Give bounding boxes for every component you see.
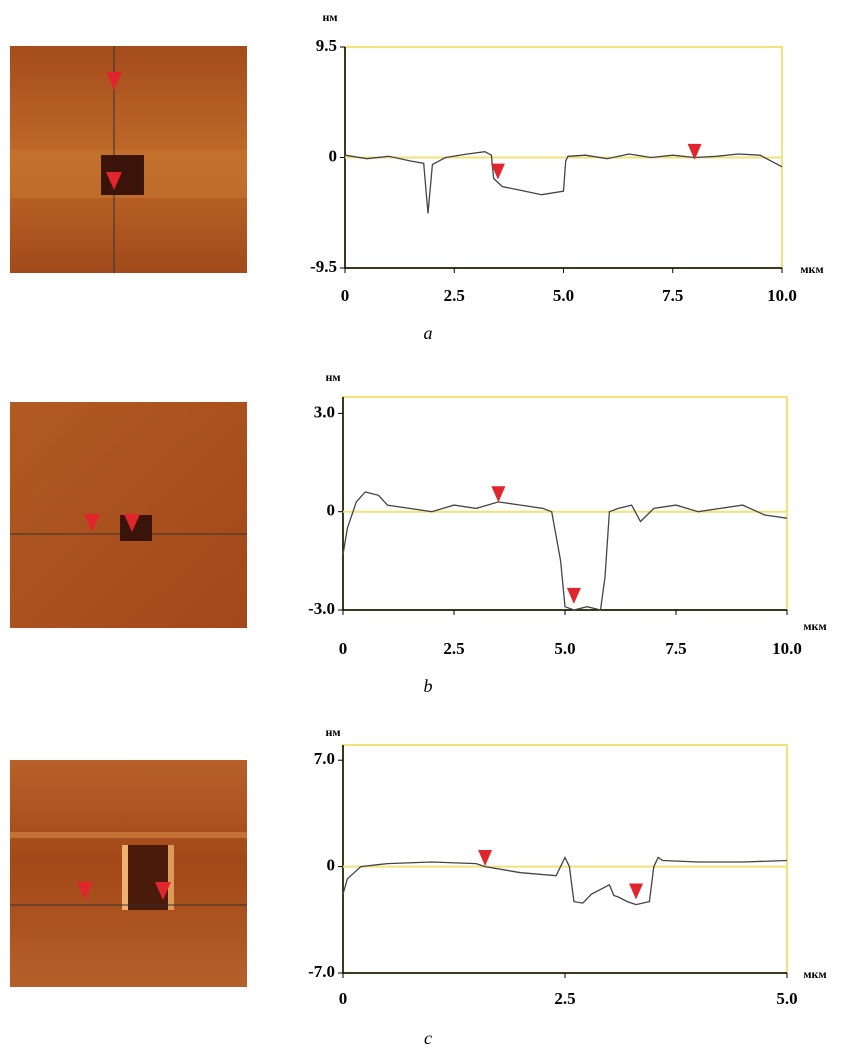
x-tick-label: 0 (341, 286, 350, 305)
x-tick-label: 5.0 (553, 286, 574, 305)
x-tick-label: 10.0 (772, 639, 802, 658)
x-axis-label: мкм (800, 262, 823, 276)
y-tick-label: 7.0 (314, 749, 335, 768)
cursor-marker (490, 163, 505, 180)
x-tick-label: 5.0 (776, 989, 797, 1008)
x-tick-label: 10.0 (767, 286, 797, 305)
cursor-marker (491, 486, 506, 503)
x-tick-label: 5.0 (554, 639, 575, 658)
y-tick-label: 0 (329, 146, 338, 165)
plot-frame (342, 396, 788, 611)
afm-image-a (10, 46, 247, 273)
y-tick-label: -7.0 (308, 962, 335, 981)
panel-caption: b (424, 676, 433, 696)
plot-frame (342, 744, 788, 974)
x-axis-label: мкм (803, 967, 826, 981)
x-tick-label: 2.5 (444, 286, 465, 305)
y-axis-label: нм (325, 725, 340, 739)
y-axis-label: нм (325, 370, 340, 384)
x-tick-label: 7.5 (665, 639, 686, 658)
y-tick-label: 0 (327, 856, 336, 875)
x-tick-label: 0 (339, 989, 348, 1008)
profile-line (344, 151, 783, 214)
x-tick-label: 2.5 (554, 989, 575, 1008)
y-tick-label: -9.5 (310, 257, 337, 276)
cursor-marker (566, 587, 581, 604)
afm-image-b (10, 402, 247, 628)
x-axis-label: мкм (803, 619, 826, 633)
y-tick-label: 9.5 (316, 36, 337, 55)
panel-caption: a (424, 323, 433, 343)
x-tick-label: 7.5 (662, 286, 683, 305)
panel-caption: c (424, 1028, 432, 1048)
profile-line (342, 491, 788, 611)
y-tick-label: -3.0 (308, 599, 335, 618)
y-tick-label: 0 (327, 501, 336, 520)
profile-line (342, 856, 788, 906)
x-tick-label: 0 (339, 639, 348, 658)
afm-image-c (10, 760, 247, 987)
cursor-marker (478, 850, 493, 866)
y-axis-label: нм (322, 10, 337, 24)
x-tick-label: 2.5 (443, 639, 464, 658)
cursor-marker (687, 143, 702, 160)
cursor-marker (629, 883, 644, 900)
y-tick-label: 3.0 (314, 402, 335, 421)
